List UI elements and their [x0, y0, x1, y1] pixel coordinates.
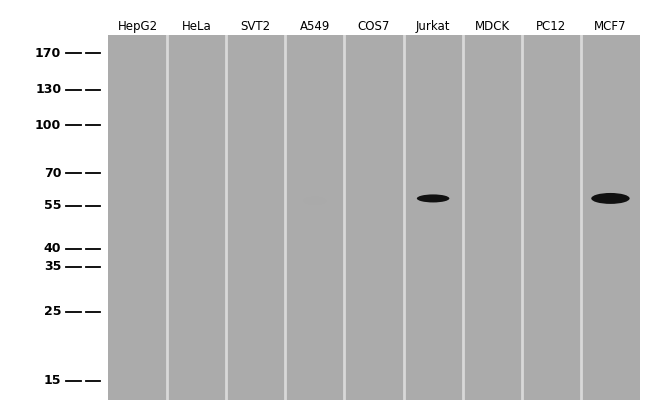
Text: 70: 70 — [44, 167, 61, 180]
Text: 130: 130 — [35, 83, 61, 96]
Text: 40: 40 — [44, 242, 61, 255]
Text: MDCK: MDCK — [474, 20, 510, 33]
Text: HepG2: HepG2 — [118, 20, 157, 33]
Text: HeLa: HeLa — [182, 20, 211, 33]
Ellipse shape — [592, 193, 630, 204]
Ellipse shape — [304, 197, 326, 205]
Text: 15: 15 — [44, 374, 61, 387]
Text: A549: A549 — [300, 20, 330, 33]
Text: 100: 100 — [35, 119, 61, 132]
Text: SVT2: SVT2 — [240, 20, 271, 33]
Text: COS7: COS7 — [358, 20, 390, 33]
Text: 170: 170 — [35, 47, 61, 60]
Text: Jurkat: Jurkat — [416, 20, 450, 33]
Text: 35: 35 — [44, 260, 61, 273]
Ellipse shape — [417, 194, 449, 202]
Text: PC12: PC12 — [536, 20, 566, 33]
Text: 55: 55 — [44, 199, 61, 212]
Text: 25: 25 — [44, 306, 61, 319]
Text: MCF7: MCF7 — [594, 20, 627, 33]
